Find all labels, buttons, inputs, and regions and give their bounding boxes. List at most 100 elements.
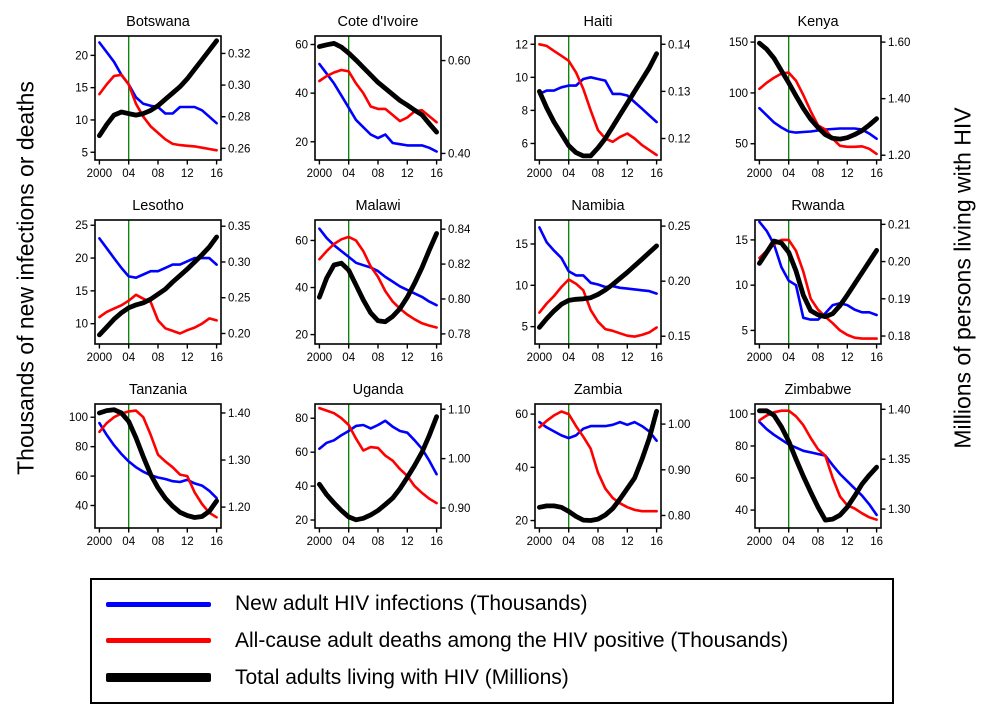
total-line — [97, 234, 220, 338]
tick-label: 50 — [735, 139, 748, 151]
plot-box — [94, 219, 222, 345]
tick-label: 5 — [82, 147, 88, 159]
tick-label: 08 — [592, 536, 605, 548]
tick-label: 2000 — [527, 168, 553, 180]
deaths-line — [538, 410, 658, 513]
tick-label: 0.21 — [888, 219, 910, 231]
panel-title-zimbabwe: Zimbabwe — [784, 382, 852, 398]
tick-label: 40 — [735, 505, 748, 517]
tick-label: 0.15 — [668, 331, 690, 343]
legend-item-total: Total adults living with HIV (Millions) — [92, 666, 892, 690]
deaths-line — [758, 71, 878, 156]
tick-label: 1.00 — [448, 454, 470, 466]
tick-label: 10 — [75, 115, 88, 127]
tick-label: 20 — [75, 50, 88, 62]
infections-line — [538, 75, 658, 124]
tick-label: 2000 — [747, 352, 773, 364]
panel-chart-uganda: 20 40 60 80 0.90 1.00 1.10 2000 04 08 12 16 — [295, 403, 470, 548]
deaths-line — [538, 43, 658, 157]
tick-label: 0.80 — [668, 510, 690, 522]
tick-label: 16 — [210, 536, 223, 548]
tick-label: 2000 — [87, 536, 113, 548]
tick-label: 8 — [522, 105, 528, 117]
panel-kenya: Kenya 50 100 150 1.20 1.40 1.60 2000 04 08 12 16 — [715, 12, 935, 188]
tick-label: 15 — [75, 286, 88, 298]
tick-label: 16 — [870, 536, 883, 548]
tick-label: 25 — [75, 220, 88, 232]
tick-label: 16 — [210, 168, 223, 180]
tick-label: 10 — [75, 319, 88, 331]
tick-label: 10 — [735, 280, 748, 292]
tick-label: 1.60 — [888, 37, 910, 49]
tick-label: 08 — [592, 352, 605, 364]
tick-label: 0.18 — [888, 331, 910, 343]
tick-label: 60 — [295, 447, 308, 459]
panel-title-lesotho: Lesotho — [132, 198, 184, 214]
tick-label: 40 — [295, 283, 308, 295]
plot-box — [754, 35, 882, 161]
tick-label: 40 — [295, 88, 308, 100]
tick-label: 100 — [69, 412, 88, 424]
tick-label: 12 — [181, 168, 194, 180]
tick-label: 1.20 — [228, 502, 250, 514]
tick-label: 16 — [650, 536, 663, 548]
tick-label: 08 — [812, 536, 825, 548]
total-line — [97, 38, 220, 139]
tick-label: 1.20 — [888, 150, 910, 162]
tick-label: 04 — [122, 352, 135, 364]
right-axis-label: Millions of persons living with HIV — [949, 107, 976, 449]
tick-label: 12 — [401, 168, 414, 180]
plot-box — [534, 219, 662, 345]
tick-label: 0.32 — [228, 48, 250, 60]
panel-lesotho: Lesotho 10 15 20 25 0.20 0.25 0.30 0.35 2000 04 08 1… — [55, 196, 275, 372]
panel-chart-tanzania: 40 60 80 100 1.20 1.30 1.40 2000 04 08 12 16 — [69, 403, 250, 548]
tick-label: 1.40 — [228, 408, 250, 420]
tick-label: 0.80 — [448, 294, 470, 306]
tick-label: 04 — [122, 168, 135, 180]
tick-label: 08 — [152, 536, 165, 548]
tick-label: 5 — [522, 322, 528, 334]
tick-label: 0.82 — [448, 259, 470, 271]
panel-tanzania: Tanzania 40 60 80 100 1.20 1.30 1.40 2000 04 08 12 1… — [55, 380, 275, 556]
tick-label: 0.40 — [448, 148, 470, 160]
panel-title-kenya: Kenya — [797, 14, 839, 30]
total-line — [537, 408, 660, 523]
plot-box — [534, 35, 662, 161]
panel-title-rwanda: Rwanda — [791, 198, 845, 214]
plot-box — [754, 219, 882, 345]
panel-namibia: Namibia 5 10 15 0.15 0.20 0.25 2000 04 08 12 16 — [495, 196, 715, 372]
tick-label: 04 — [562, 168, 575, 180]
tick-label: 1.10 — [448, 404, 470, 416]
legend-item-infections: New adult HIV infections (Thousands) — [92, 592, 892, 616]
tick-label: 0.35 — [228, 221, 250, 233]
tick-label: 0.20 — [228, 329, 250, 341]
tick-label: 0.30 — [228, 257, 250, 269]
tick-label: 04 — [342, 536, 355, 548]
tick-label: 2000 — [527, 536, 553, 548]
tick-label: 2000 — [87, 168, 113, 180]
total-line — [757, 238, 880, 320]
tick-label: 04 — [342, 168, 355, 180]
legend-label-infections: New adult HIV infections (Thousands) — [235, 592, 588, 616]
total-line-swatch — [106, 673, 211, 683]
panel-title-haiti: Haiti — [583, 14, 613, 30]
tick-label: 0.25 — [668, 221, 690, 233]
tick-label: 2000 — [747, 536, 773, 548]
tick-label: 04 — [342, 352, 355, 364]
tick-label: 0.12 — [668, 134, 690, 146]
tick-label: 1.00 — [668, 419, 690, 431]
tick-label: 0.13 — [668, 86, 690, 98]
plot-box — [94, 35, 222, 161]
infections-line — [538, 226, 658, 295]
tick-label: 6 — [522, 138, 528, 150]
tick-label: 0.30 — [228, 80, 250, 92]
tick-label: 1.30 — [888, 504, 910, 516]
tick-label: 08 — [372, 168, 385, 180]
infections-line — [758, 420, 878, 517]
panel-chart-zambia: 20 40 60 0.80 0.90 1.00 2000 04 08 12 16 — [515, 403, 690, 548]
tick-label: 1.35 — [888, 454, 910, 466]
tick-label: 08 — [812, 168, 825, 180]
total-line — [537, 243, 660, 330]
tick-label: 100 — [729, 409, 748, 421]
tick-label: 150 — [729, 37, 748, 49]
